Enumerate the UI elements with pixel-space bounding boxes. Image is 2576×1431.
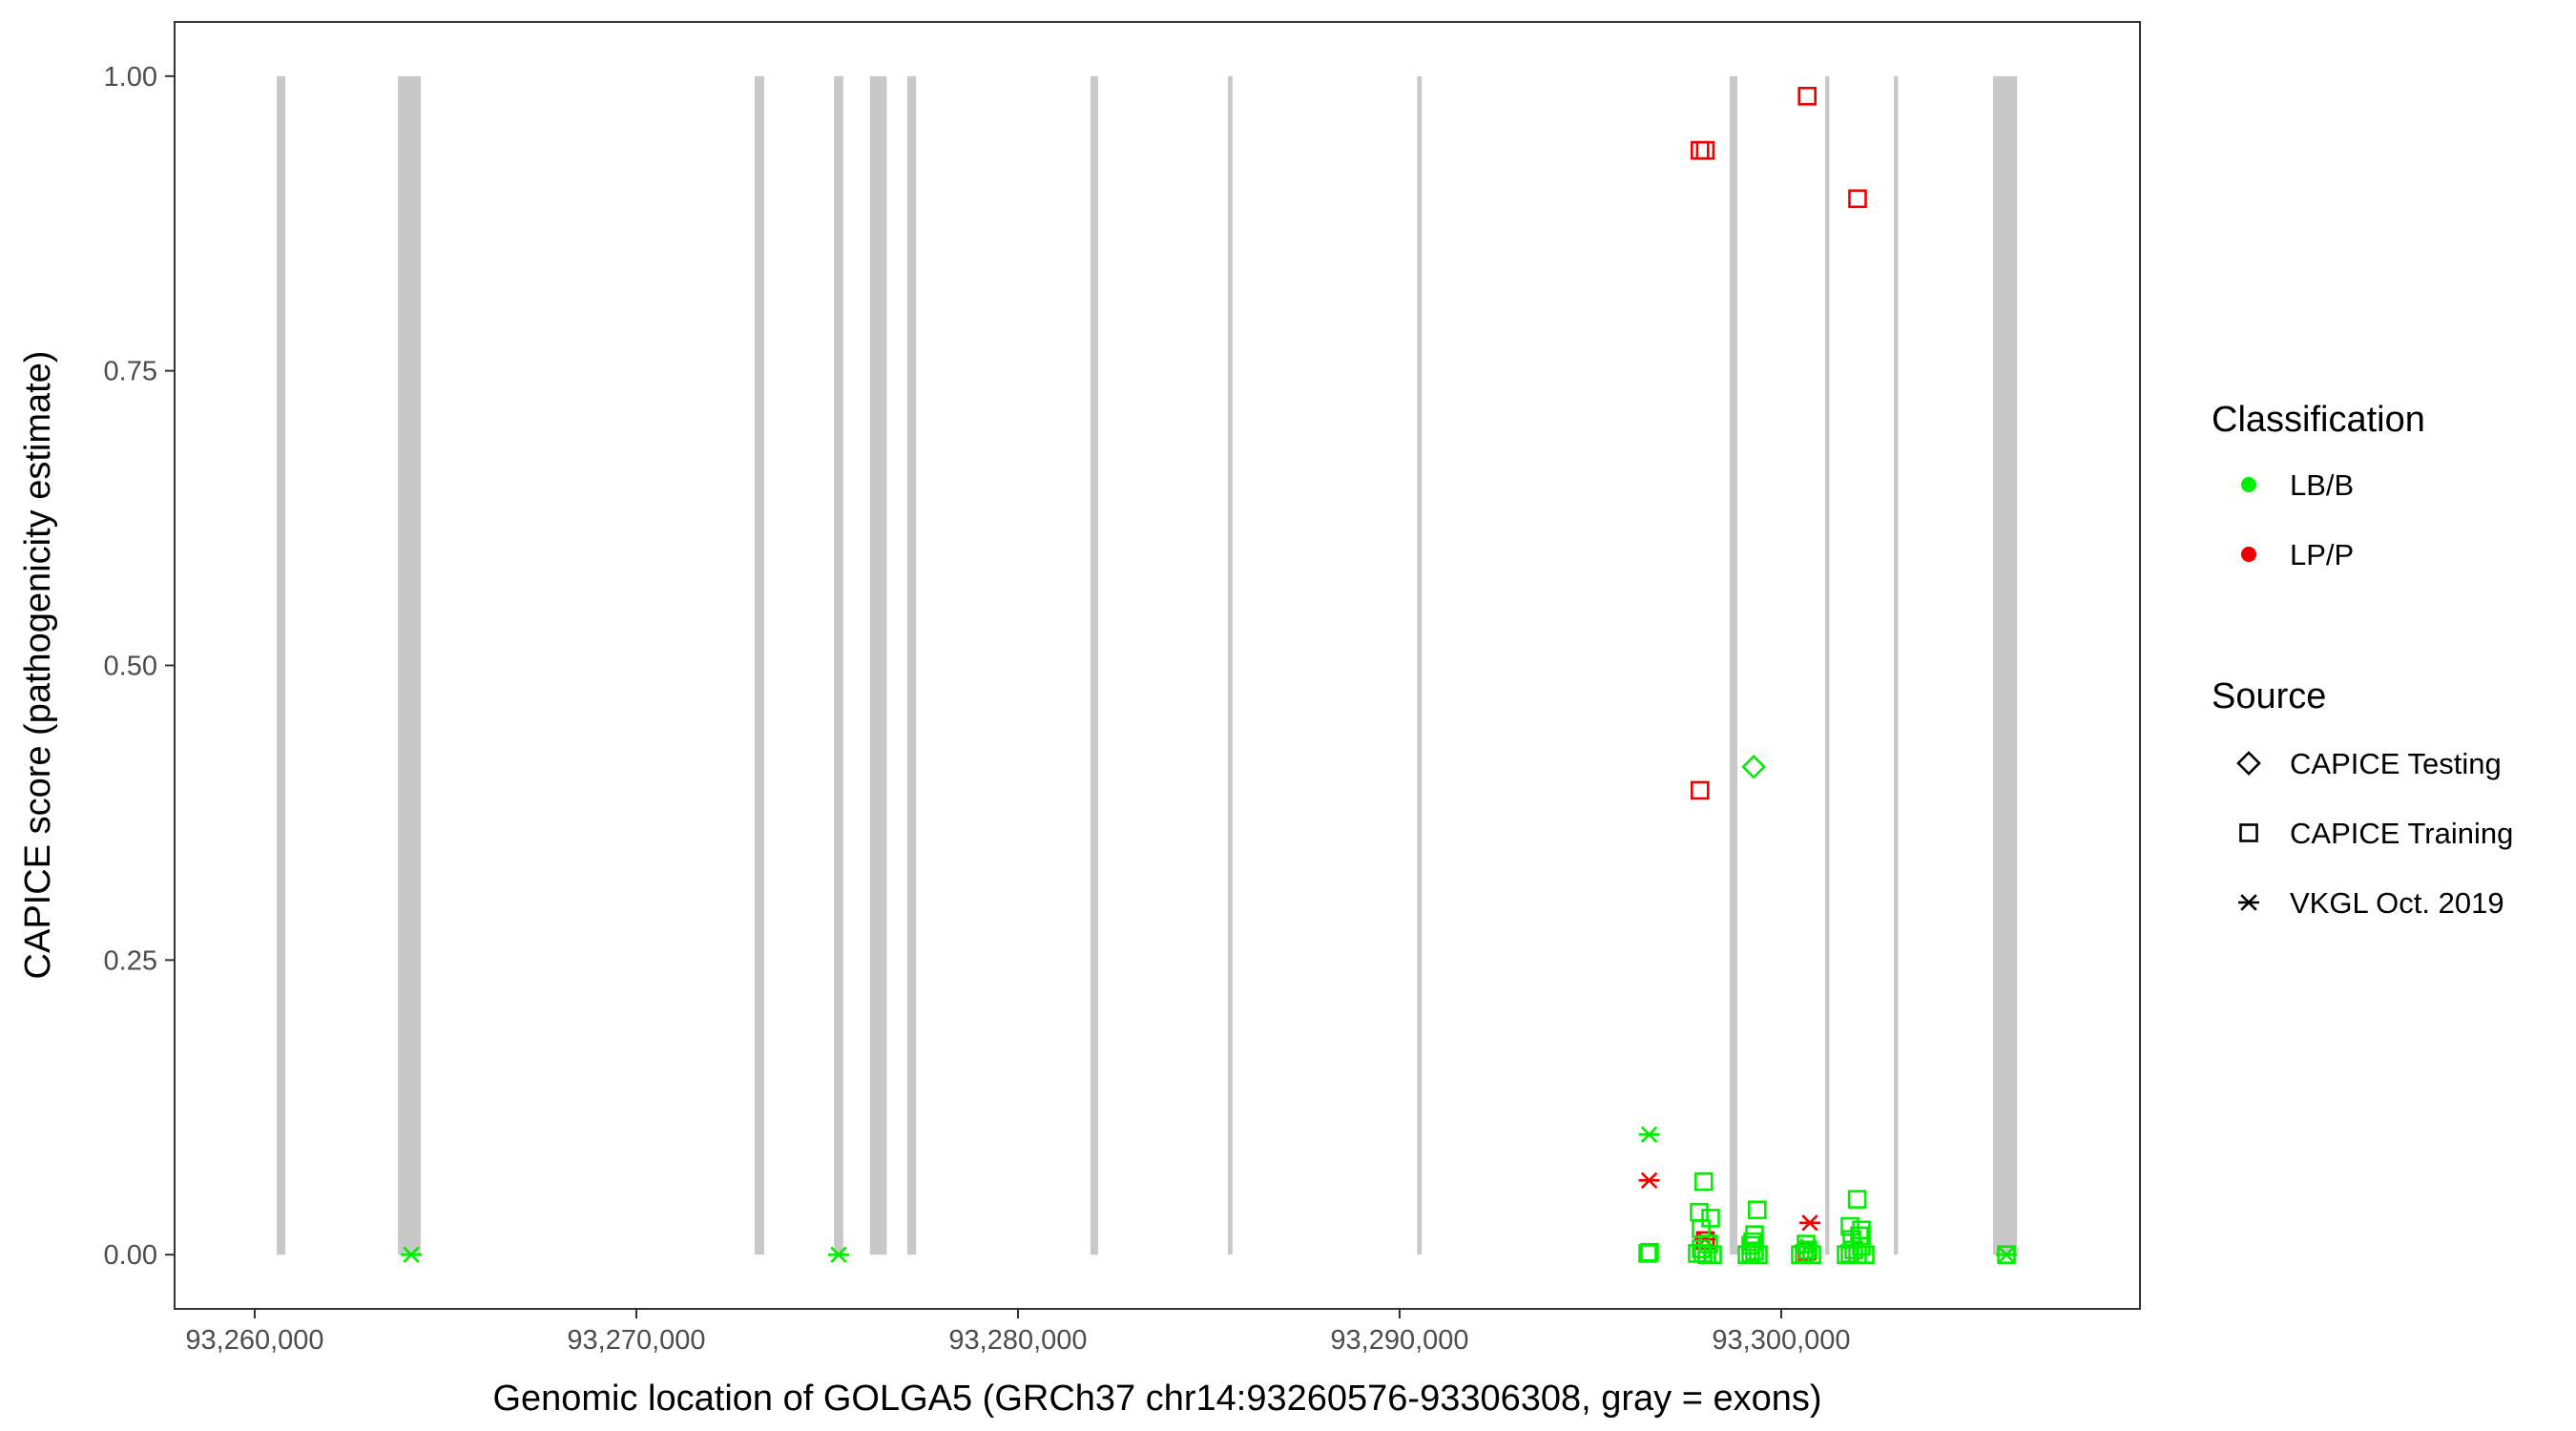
plot-panel xyxy=(174,21,2141,1310)
x-tick-label: 93,280,000 xyxy=(948,1325,1087,1356)
legend: Classification LB/B LP/P Source CAPICE Te… xyxy=(2212,400,2513,920)
y-tick-label: 0.25 xyxy=(104,945,157,976)
data-point xyxy=(1691,140,1710,160)
legend-title-source: Source xyxy=(2212,676,2326,716)
x-tick-label: 93,300,000 xyxy=(1712,1325,1850,1356)
exon-band xyxy=(907,75,917,1255)
exon-band xyxy=(1730,75,1737,1255)
legend-label: CAPICE Training xyxy=(2290,817,2513,850)
exon-band xyxy=(1993,75,2018,1255)
exon-band xyxy=(755,75,764,1255)
x-tick-label: 93,270,000 xyxy=(567,1325,705,1356)
exon-band xyxy=(1228,75,1233,1255)
legend-label: LB/B xyxy=(2290,468,2354,502)
data-point xyxy=(1799,1214,1820,1232)
legend-label: CAPICE Testing xyxy=(2290,747,2502,780)
data-point xyxy=(1850,1226,1869,1246)
x-tick-label: 93,290,000 xyxy=(1330,1325,1468,1356)
legend-label: VKGL Oct. 2019 xyxy=(2290,886,2504,920)
data-point xyxy=(1699,1234,1718,1254)
y-tick-label: 0.00 xyxy=(104,1240,157,1271)
data-points xyxy=(401,87,2017,1264)
exon-band xyxy=(1417,75,1423,1255)
data-point xyxy=(1797,87,1817,106)
legend-key-lb-b xyxy=(2241,477,2256,492)
axes: 93,260,000 93,270,000 93,280,000 93,290,000… xyxy=(104,62,1851,1356)
data-point xyxy=(1745,1241,1764,1261)
legend-key-square xyxy=(2239,823,2258,842)
data-point xyxy=(1691,780,1710,800)
exon-band xyxy=(1091,75,1098,1255)
legend-key-diamond xyxy=(2236,751,2261,776)
exon-band xyxy=(398,75,421,1255)
data-point xyxy=(1996,1246,2017,1263)
exon-band xyxy=(277,75,285,1255)
data-point xyxy=(1701,1209,1720,1228)
data-point xyxy=(1695,140,1715,160)
data-point xyxy=(828,1246,849,1263)
x-axis-title: Genomic location of GOLGA5 (GRCh37 chr14… xyxy=(492,1379,1821,1419)
data-point xyxy=(1638,1244,1657,1263)
exon-band xyxy=(834,75,843,1255)
data-point xyxy=(1856,1245,1875,1264)
data-point xyxy=(1797,1234,1816,1254)
legend-label: LP/P xyxy=(2290,538,2354,571)
data-point xyxy=(1741,754,1767,779)
exon-bands xyxy=(277,75,2018,1255)
exon-band xyxy=(1894,75,1899,1255)
data-point xyxy=(1638,1126,1660,1143)
data-point xyxy=(1797,1237,1818,1255)
data-point xyxy=(1847,1190,1867,1209)
data-point xyxy=(1748,1200,1767,1220)
data-point xyxy=(1749,1245,1768,1264)
y-tick-label: 1.00 xyxy=(104,62,157,93)
data-point xyxy=(1848,189,1867,209)
data-point xyxy=(1694,1172,1714,1192)
legend-key-asterisk xyxy=(2238,894,2259,911)
legend-title-classification: Classification xyxy=(2212,400,2425,440)
y-axis-title: CAPICE score (pathogenicity estimate) xyxy=(18,351,58,980)
exon-band xyxy=(1825,75,1830,1255)
data-point xyxy=(1743,1232,1762,1252)
legend-key-lp-p xyxy=(2241,547,2256,562)
y-tick-label: 0.75 xyxy=(104,357,157,387)
data-point xyxy=(1840,1216,1859,1236)
x-tick-label: 93,260,000 xyxy=(185,1325,323,1356)
y-tick-label: 0.50 xyxy=(104,652,157,682)
exon-band xyxy=(869,75,887,1255)
data-point xyxy=(1638,1172,1660,1190)
data-point xyxy=(401,1246,422,1263)
data-point xyxy=(1798,1240,1818,1260)
data-point xyxy=(1690,1202,1709,1222)
data-point xyxy=(1703,1245,1722,1264)
